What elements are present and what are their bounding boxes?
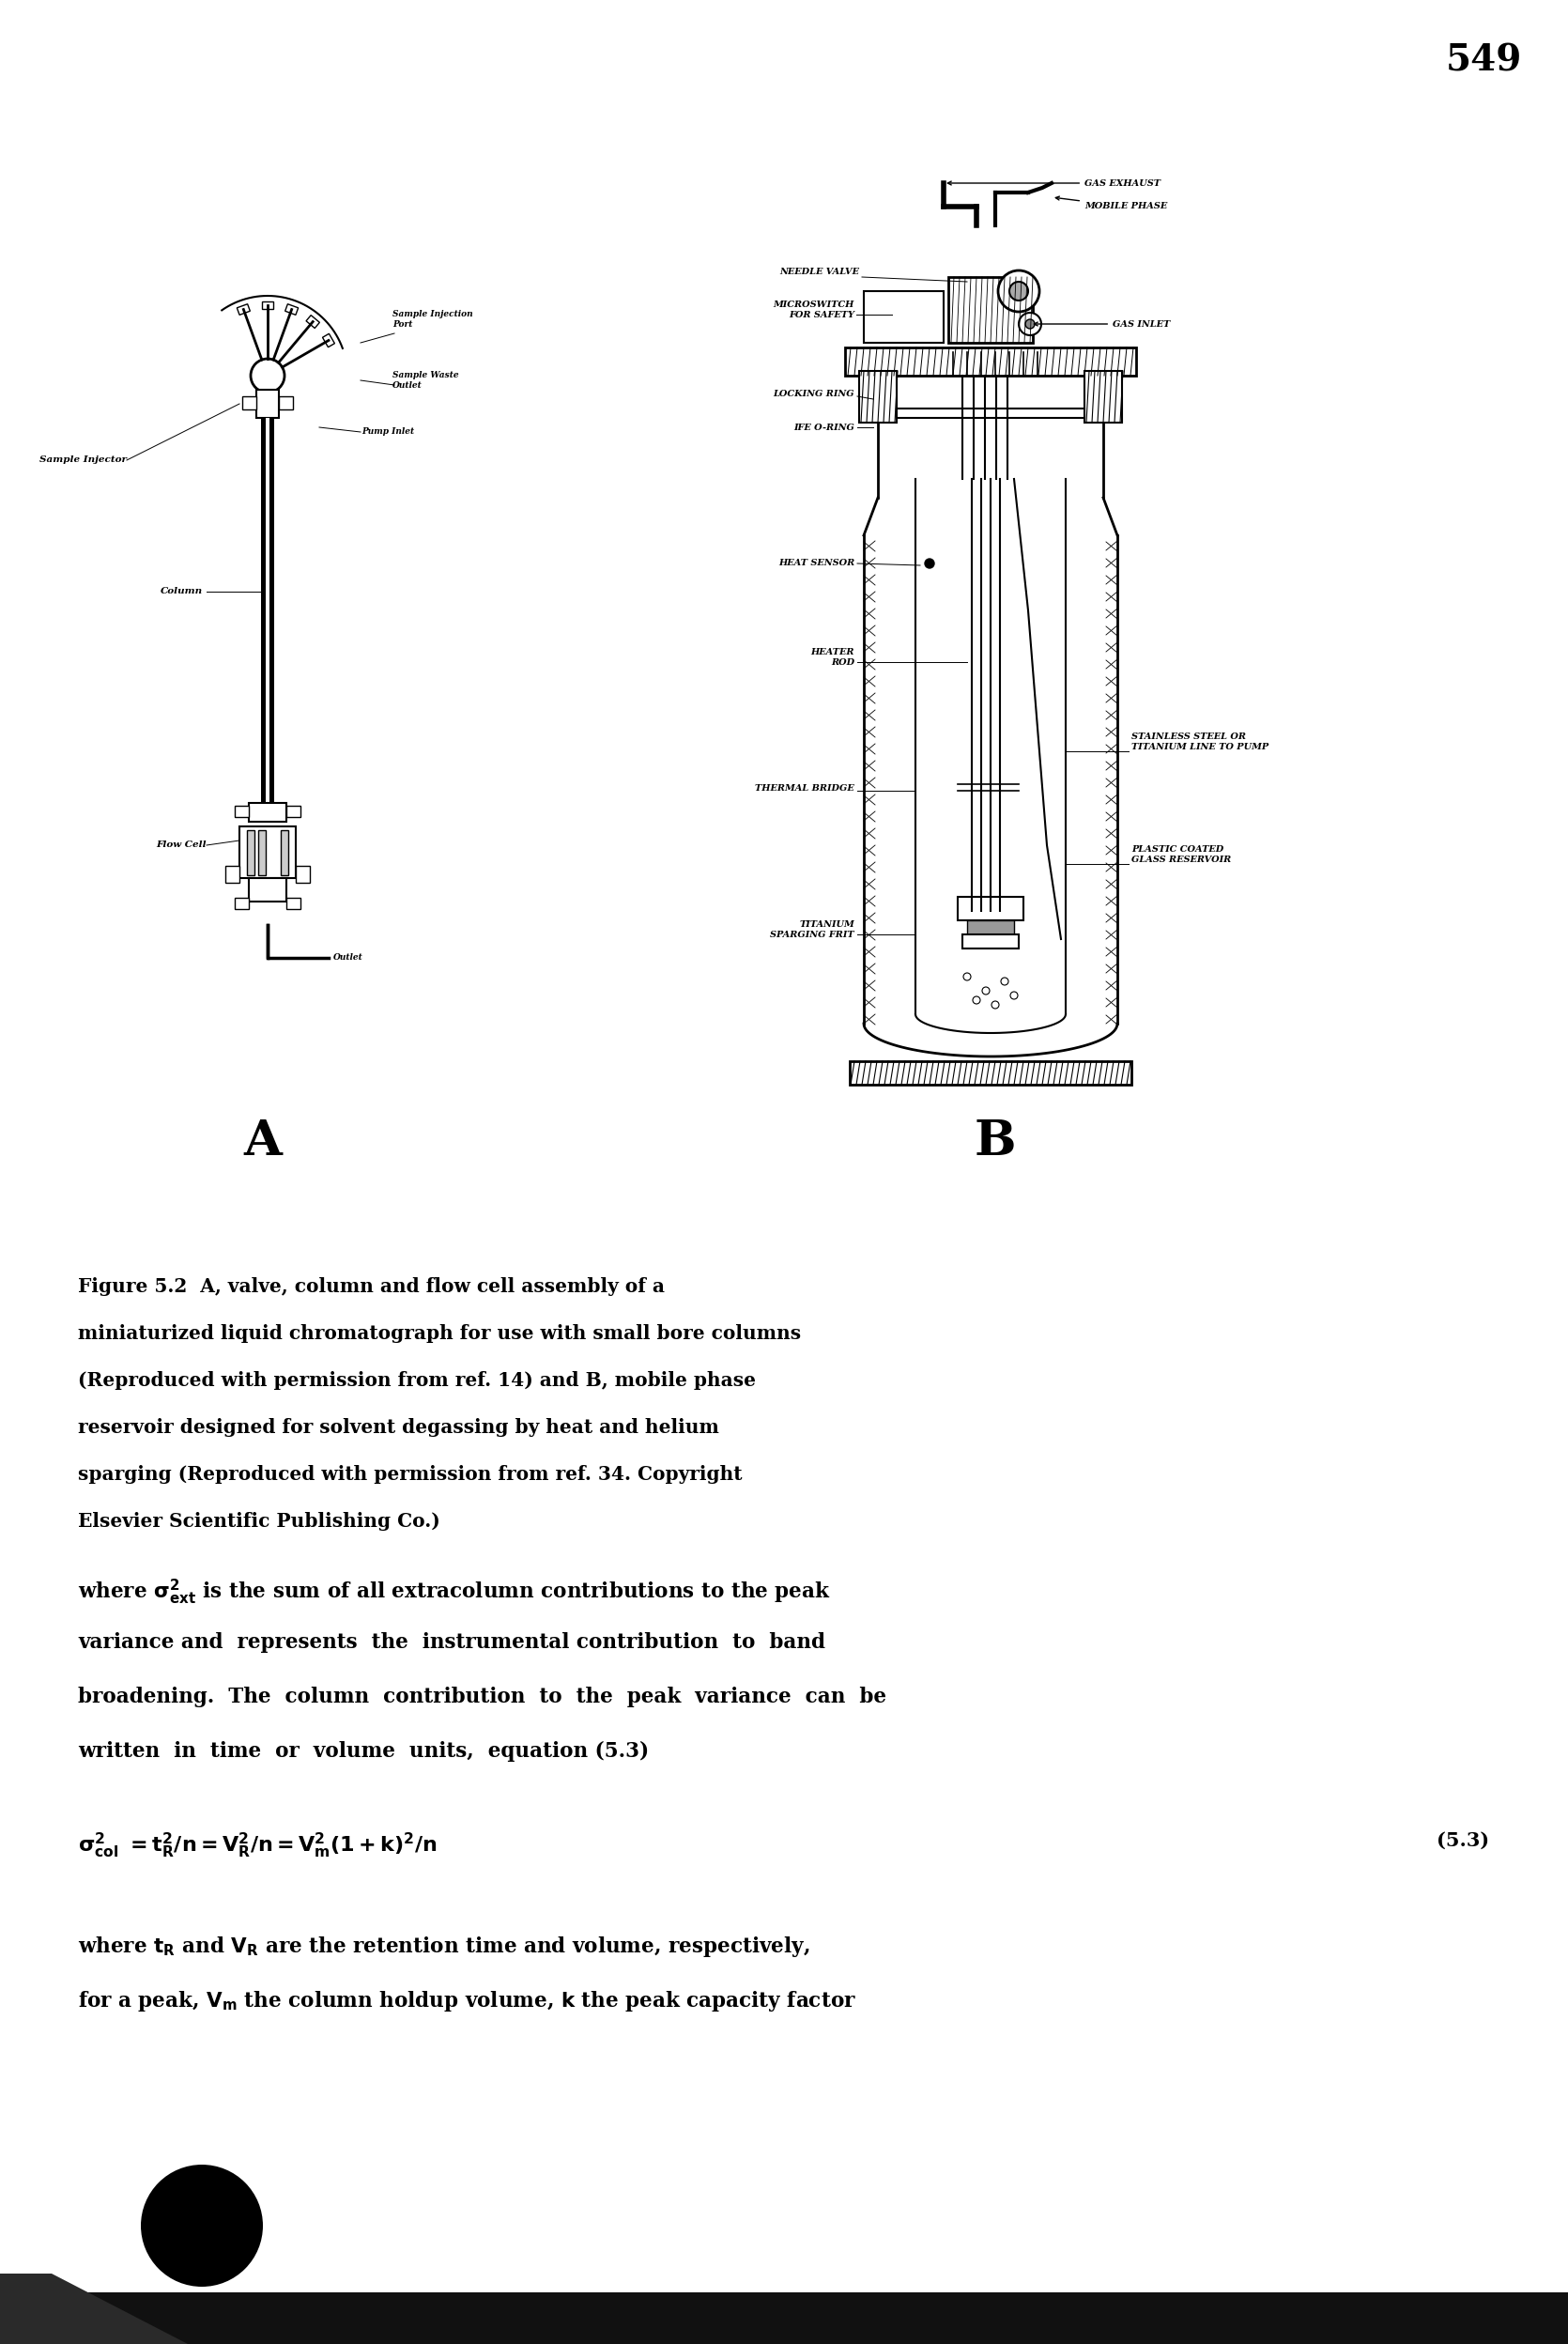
Polygon shape [0,2274,188,2344]
Bar [259,830,265,874]
Text: Sample Injector: Sample Injector [39,457,127,464]
Text: variance and  represents  the  instrumental contribution  to  band: variance and represents the instrumental… [78,1631,825,1653]
Bar [237,305,249,314]
Bar [296,865,310,884]
Bar [240,827,296,879]
Circle shape [1010,992,1018,999]
Bar [262,302,273,309]
Bar [306,314,320,328]
Bar [850,1062,1132,1085]
Bar [279,396,293,410]
Text: Elsevier Scientific Publishing Co.): Elsevier Scientific Publishing Co.) [78,1512,441,1531]
Bar [246,830,254,874]
Text: NEEDLE VALVE: NEEDLE VALVE [779,267,859,277]
Text: GAS INLET: GAS INLET [1033,319,1170,328]
Text: $\mathbf{\sigma^2_{col}}$ $\mathbf{= t_R^2/n = V_R^2/n = V_m^2(1 + k)^2/n}$: $\mathbf{\sigma^2_{col}}$ $\mathbf{= t_R… [78,1831,437,1861]
Text: written  in  time  or  volume  units,  equation (5.3): written in time or volume units, equatio… [78,1742,649,1763]
Circle shape [1010,281,1029,300]
Text: Column: Column [160,588,202,595]
Text: miniaturized liquid chromatograph for use with small bore columns: miniaturized liquid chromatograph for us… [78,1324,801,1343]
Bar [967,921,1014,940]
Bar [281,830,289,874]
Text: HEAT SENSOR: HEAT SENSOR [778,560,855,567]
Bar [864,291,944,342]
Circle shape [251,359,284,391]
Bar [260,417,274,809]
Text: where $\mathbf{\sigma^2_{ext}}$ is the sum of all extracolumn contributions to t: where $\mathbf{\sigma^2_{ext}}$ is the s… [78,1578,831,1608]
Bar [235,898,249,909]
Circle shape [1025,319,1035,328]
Circle shape [963,973,971,980]
Bar [256,389,279,417]
Text: MOBILE PHASE: MOBILE PHASE [1055,197,1167,211]
Bar [241,396,256,410]
Bar [1085,370,1123,422]
Text: for a peak, $\mathbf{V_m}$ the column holdup volume, $\mathbf{k}$ the peak capac: for a peak, $\mathbf{V_m}$ the column ho… [78,1990,856,2013]
Text: IFE O-RING: IFE O-RING [793,422,855,431]
Text: PLASTIC COATED
GLASS RESERVOIR: PLASTIC COATED GLASS RESERVOIR [1132,846,1231,863]
Text: broadening.  The  column  contribution  to  the  peak  variance  can  be: broadening. The column contribution to t… [78,1688,886,1706]
Bar [249,804,287,823]
Bar [287,806,301,818]
Bar [287,898,301,909]
Text: 549: 549 [1446,42,1521,80]
Bar [859,370,897,422]
Bar [958,898,1024,921]
Text: Sample Injection
Port: Sample Injection Port [392,309,474,328]
Circle shape [1000,977,1008,984]
Bar [235,806,249,818]
Text: STAINLESS STEEL OR
TITANIUM LINE TO PUMP: STAINLESS STEEL OR TITANIUM LINE TO PUMP [1132,734,1269,750]
Text: THERMAL BRIDGE: THERMAL BRIDGE [756,785,855,792]
Bar [285,305,298,314]
Bar [897,408,1085,417]
Circle shape [972,996,980,1003]
Text: (5.3): (5.3) [1436,1831,1490,1849]
Circle shape [1019,312,1041,335]
Text: where $\mathbf{t_R}$ and $\mathbf{V_R}$ are the retention time and volume, respe: where $\mathbf{t_R}$ and $\mathbf{V_R}$ … [78,1934,809,1960]
Text: Outlet: Outlet [334,954,364,961]
Bar [0,2292,1568,2344]
Text: A: A [243,1118,282,1165]
Bar [249,879,287,902]
Bar [845,347,1137,375]
Circle shape [982,987,989,994]
Bar [265,417,270,809]
Text: B: B [974,1118,1016,1165]
Bar [963,935,1019,949]
Bar [226,865,240,884]
Text: Sample Waste
Outlet: Sample Waste Outlet [392,370,459,389]
Circle shape [925,558,935,567]
Circle shape [141,2164,263,2288]
Bar [949,277,1033,342]
Text: MICROSWITCH
FOR SAFETY: MICROSWITCH FOR SAFETY [773,300,855,319]
Text: reservoir designed for solvent degassing by heat and helium: reservoir designed for solvent degassing… [78,1418,720,1437]
Text: LOCKING RING: LOCKING RING [773,389,855,398]
Text: HEATER
ROD: HEATER ROD [811,649,855,666]
Text: Figure 5.2  A, valve, column and flow cell assembly of a: Figure 5.2 A, valve, column and flow cel… [78,1277,665,1296]
Bar [323,333,334,347]
Text: (Reproduced with permission from ref. 14) and B, mobile phase: (Reproduced with permission from ref. 14… [78,1371,756,1390]
Circle shape [999,270,1040,312]
Text: Pump Inlet: Pump Inlet [362,427,414,436]
Text: TITANIUM
SPARGING FRIT: TITANIUM SPARGING FRIT [770,921,855,940]
Text: Flow Cell: Flow Cell [157,841,207,849]
Circle shape [991,1001,999,1008]
Text: sparging (Reproduced with permission from ref. 34. Copyright: sparging (Reproduced with permission fro… [78,1465,742,1484]
Text: GAS EXHAUST: GAS EXHAUST [947,178,1160,188]
